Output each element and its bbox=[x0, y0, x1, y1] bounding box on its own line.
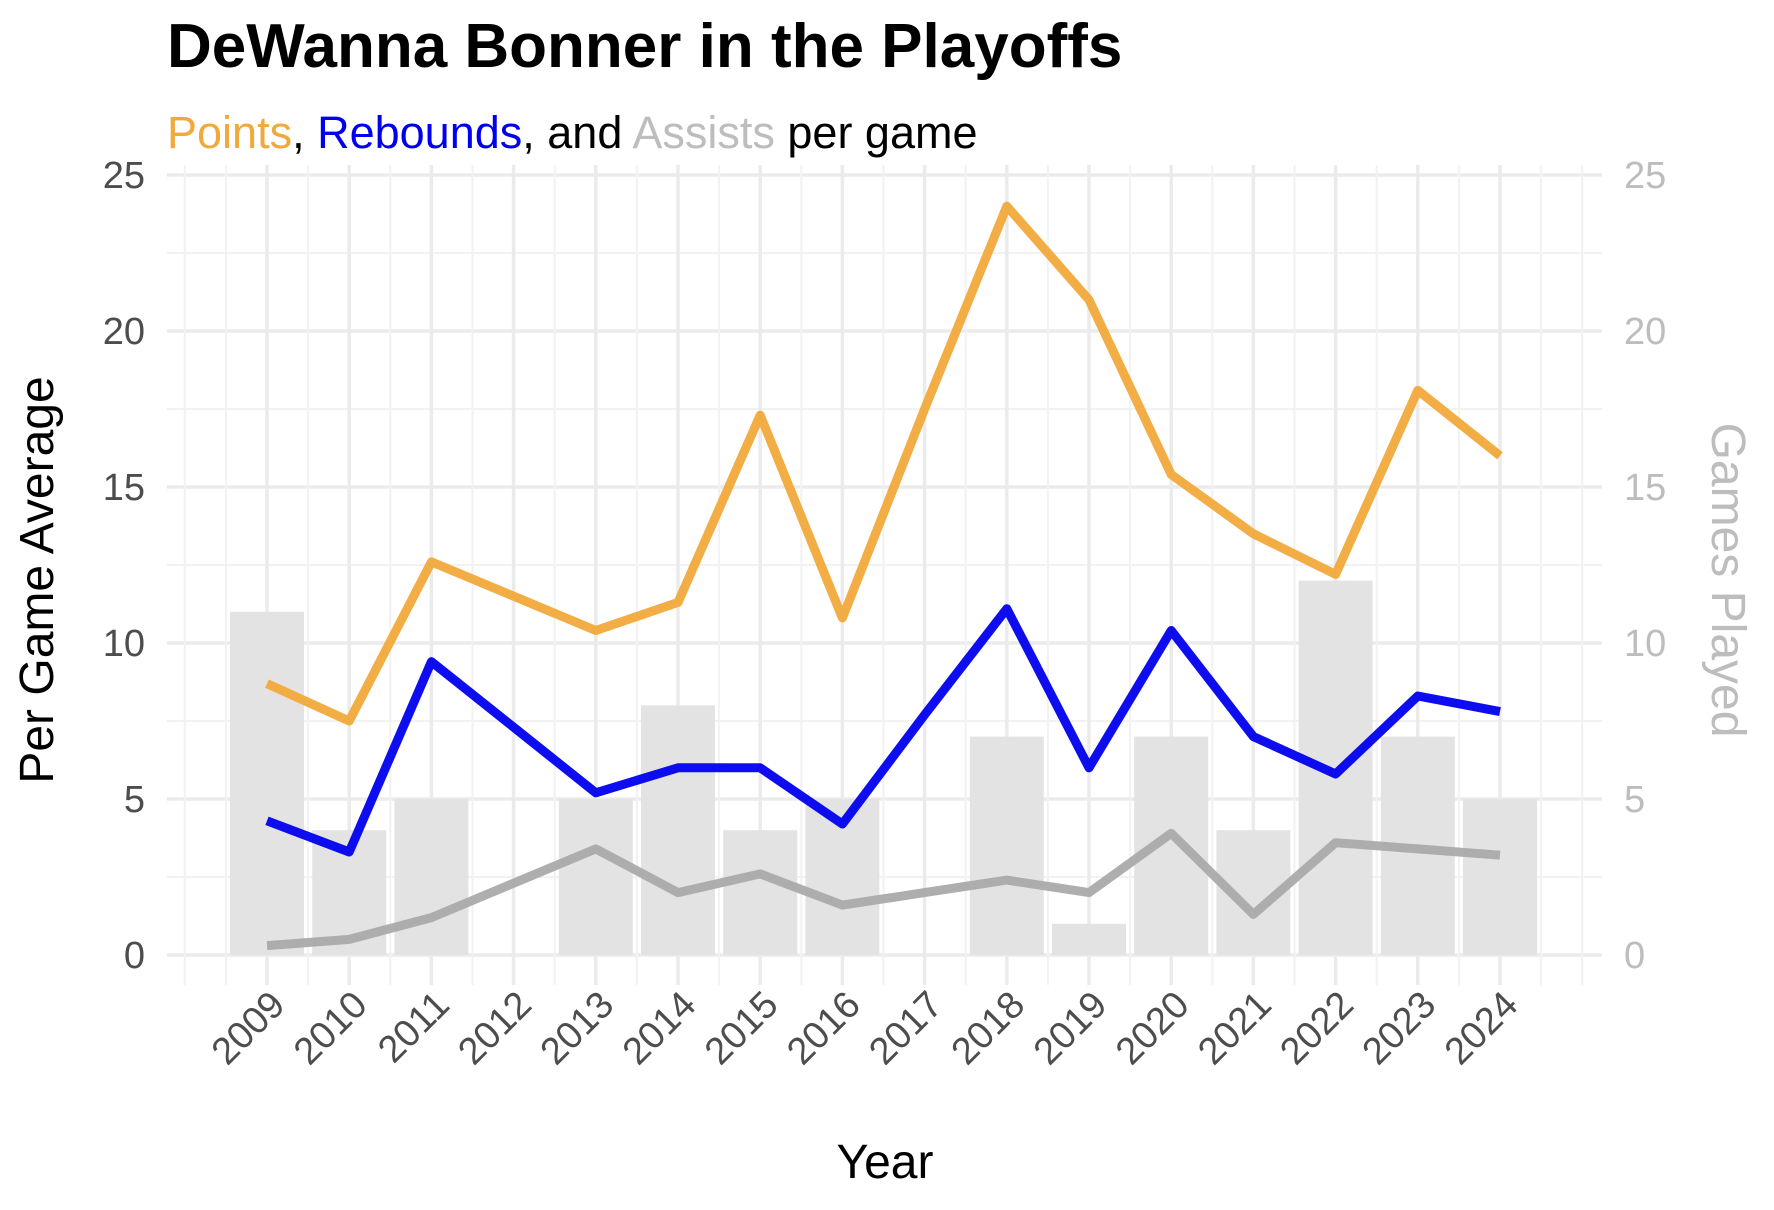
chart-subtitle: Points, Rebounds, and Assists per game bbox=[167, 107, 978, 158]
x-tick-label: 2016 bbox=[779, 984, 868, 1073]
x-tick-label: 2023 bbox=[1355, 984, 1444, 1073]
x-tick-label: 2010 bbox=[286, 984, 375, 1073]
x-tick-label: 2020 bbox=[1108, 984, 1197, 1073]
games-played-bar-2014 bbox=[641, 705, 715, 955]
games-played-bar-2019 bbox=[1052, 923, 1126, 955]
x-tick-label: 2019 bbox=[1026, 984, 1115, 1073]
x-tick-label: 2009 bbox=[204, 984, 293, 1073]
games-played-bar-2009 bbox=[230, 611, 304, 955]
subtitle-part: Points bbox=[167, 107, 292, 158]
subtitle-part: , and bbox=[522, 107, 632, 158]
subtitle-part: Rebounds bbox=[317, 107, 522, 158]
x-tick-label: 2021 bbox=[1190, 984, 1279, 1073]
y2-tick-label: 15 bbox=[1624, 467, 1666, 509]
x-tick-label: 2024 bbox=[1437, 984, 1526, 1073]
y-tick-label: 15 bbox=[103, 467, 145, 509]
y2-axis-title: Games Played bbox=[1701, 423, 1754, 738]
y2-tick-label: 25 bbox=[1624, 155, 1666, 197]
x-axis-title: Year bbox=[837, 1136, 934, 1189]
subtitle-part: Assists bbox=[632, 107, 775, 158]
series-lines bbox=[265, 201, 1503, 951]
y-axis-title: Per Game Average bbox=[11, 376, 64, 783]
y2-tick-label: 10 bbox=[1624, 623, 1666, 665]
subtitle-part: per game bbox=[775, 107, 978, 158]
games-played-bar-2018 bbox=[969, 736, 1044, 955]
x-tick-label: 2012 bbox=[450, 984, 539, 1073]
y-tick-label: 10 bbox=[103, 623, 145, 665]
y-tick-label: 5 bbox=[124, 779, 145, 821]
y-tick-label: 20 bbox=[103, 311, 145, 353]
y2-tick-label: 20 bbox=[1624, 311, 1666, 353]
games-played-bar-2024 bbox=[1463, 799, 1537, 955]
y2-tick-label: 5 bbox=[1624, 779, 1645, 821]
games-played-bar-2011 bbox=[394, 799, 469, 955]
x-tick-label: 2022 bbox=[1272, 984, 1361, 1073]
y-axis-right: 0 5 10 15 20 25 bbox=[1624, 155, 1666, 977]
y-axis-left: 0 5 10 15 20 25 bbox=[103, 155, 145, 977]
chart-title: DeWanna Bonner in the Playoffs bbox=[167, 12, 1122, 81]
games-played-bar-2013 bbox=[558, 799, 633, 955]
x-tick-label: 2018 bbox=[944, 984, 1033, 1073]
x-tick-label: 2015 bbox=[697, 984, 786, 1073]
y2-tick-label: 0 bbox=[1624, 935, 1645, 977]
x-tick-label: 2013 bbox=[533, 984, 622, 1073]
x-tick-label: 2017 bbox=[861, 984, 950, 1073]
x-tick-label: 2014 bbox=[615, 984, 704, 1073]
x-axis: 2009201020112012201320142015201620172018… bbox=[204, 984, 1526, 1073]
games-played-bar-2015 bbox=[723, 830, 798, 955]
y-tick-label: 0 bbox=[124, 935, 145, 977]
series-line-assists bbox=[266, 828, 1501, 951]
series-line-rebounds bbox=[265, 604, 1501, 857]
x-tick-label: 2011 bbox=[370, 984, 457, 1071]
games-played-bar-2020 bbox=[1134, 736, 1209, 955]
y-tick-label: 25 bbox=[103, 155, 145, 197]
series-line-points bbox=[265, 201, 1503, 726]
subtitle-part: , bbox=[292, 107, 317, 158]
